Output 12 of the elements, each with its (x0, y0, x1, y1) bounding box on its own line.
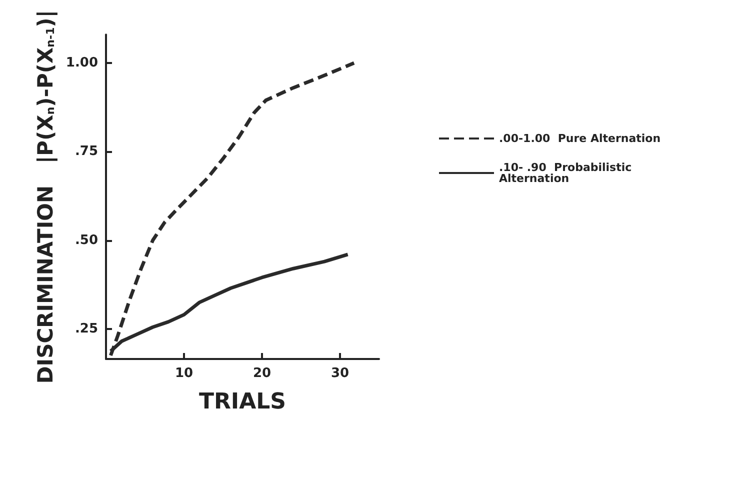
line-series (108, 61, 356, 358)
x-axis-title: TRIALS (198, 390, 286, 414)
legend-label: .10- .90 Probabilistic Alternation (499, 161, 632, 185)
y-tick-label: .25 (74, 321, 98, 336)
x-tick-label: 10 (174, 366, 194, 381)
y-axis-title: DISCRIMINATION |P(Xn)-P(Xn-1)| (34, 10, 58, 384)
x-tick-label: 20 (252, 366, 272, 381)
x-tick-label: 30 (330, 366, 350, 381)
y-tick-label: 1.00 (66, 56, 98, 71)
y-tick-label: .75 (74, 144, 98, 160)
y-tick-label: .50 (74, 232, 98, 248)
legend-label: .00-1.00 Pure Alternation (499, 132, 661, 145)
